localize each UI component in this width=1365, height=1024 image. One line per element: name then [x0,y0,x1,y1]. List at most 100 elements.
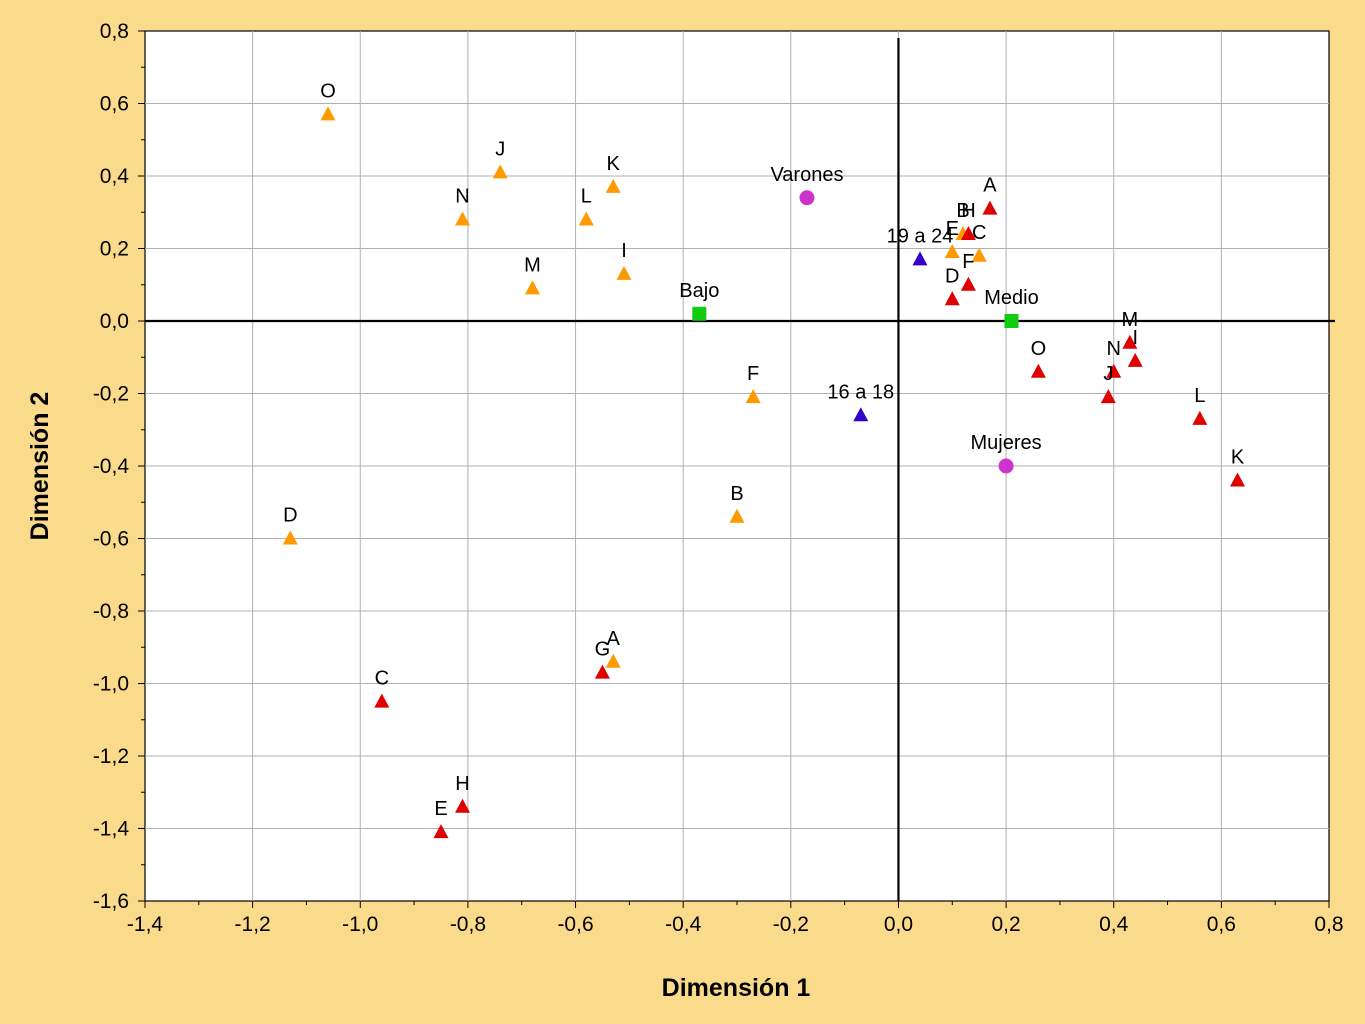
point-label: C [375,668,389,690]
triangle-point [1192,410,1208,425]
x-tick-label: -0,2 [773,913,809,936]
point-label: D [945,265,959,287]
point-label: J [1103,363,1113,385]
triangle-point [455,798,471,813]
circle-point [998,458,1014,474]
square-point [692,306,707,321]
x-tick-label: -1,2 [235,913,271,936]
point-label: N [455,186,469,208]
triangle-point [1122,334,1138,349]
triangle-point [944,291,960,306]
point-label: D [283,505,297,527]
point-label: C [972,222,986,244]
triangle-point [374,693,390,708]
point-label: K [607,153,621,175]
y-tick-label: -0,6 [93,528,129,551]
triangle-point [282,530,298,545]
triangle-point [971,247,987,262]
circle-point [799,190,815,206]
y-tick-label: 0,2 [100,238,129,261]
x-tick-label: 0,2 [991,913,1020,936]
point-label: E [434,798,447,820]
point-label: O [320,80,336,102]
reference-lines [145,38,1335,901]
point-label: O [1031,338,1047,360]
triangle-point [853,407,869,422]
point-label: F [962,251,974,273]
point-label: Mujeres [971,432,1042,454]
x-tick-label: -1,4 [127,913,164,936]
point-label: N [1107,338,1121,360]
x-tick-label: 0,4 [1099,913,1129,936]
triangle-point [1127,352,1143,367]
triangle-point [729,508,745,523]
x-tick-label: 0,0 [884,913,913,936]
x-axis-title: Dimensión 1 [662,974,811,1002]
point-label: K [1231,447,1245,469]
point-label: A [983,175,997,197]
triangle-point [605,653,621,668]
y-tick-label: -0,4 [93,455,130,478]
point-label: B [730,483,743,505]
point-label: Varones [770,164,843,186]
x-tick-label: -0,4 [665,913,702,936]
point-label: E [946,218,959,240]
axis-ticks: -1,4 -1,2 -1,0 -0,8 -0,6 -0,4 -0,2 0,0 0,2 0,4 0,6… [93,20,1344,936]
y-tick-label: 0,4 [100,165,130,188]
y-tick-label: -1,0 [93,673,129,696]
triangle-point [594,664,610,679]
triangle-point [960,276,976,291]
point-label: I [1132,327,1138,349]
y-tick-label: -0,2 [93,383,129,406]
x-tick-label: -0,6 [557,913,593,936]
y-tick-label: -0,8 [93,600,129,623]
triangle-point [1106,363,1122,378]
triangle-point [524,280,540,295]
triangle-point [982,200,998,215]
x-tick-label: 0,8 [1314,913,1343,936]
point-label: J [495,138,505,160]
point-label: G [595,639,611,661]
triangle-point [605,178,621,193]
triangle-point [1230,472,1246,487]
triangle-point [492,164,508,179]
point-label: 19 a 24 [887,225,954,247]
triangle-point [1100,389,1116,404]
triangle-point [433,824,449,839]
triangle-point [320,106,336,121]
point-label: A [607,628,621,650]
triangle-point [960,226,976,240]
y-axis-title: Dimensión 2 [26,392,54,541]
triangle-point [455,211,471,226]
y-tick-label: -1,2 [93,745,129,768]
y-tick-label: 0,8 [100,20,129,43]
point-label: Medio [984,287,1038,309]
triangle-point [616,265,632,280]
y-tick-label: -1,6 [93,890,129,913]
triangle-point [944,244,960,259]
x-tick-label: -0,8 [450,913,486,936]
point-label: L [1194,385,1205,407]
point-label: I [621,240,627,262]
x-tick-label: -1,0 [342,913,378,936]
square-point [1004,314,1019,328]
point-label: L [581,186,592,208]
triangle-point [578,211,594,226]
point-label: M [524,254,541,276]
triangle-point [912,251,928,266]
y-tick-label: 0,0 [100,310,129,333]
point-label: M [1122,309,1139,331]
point-label: F [747,363,759,385]
point-label: 16 a 18 [827,381,894,403]
point-label: B [956,200,969,222]
triangle-point [1030,363,1046,378]
y-tick-label: 0,6 [100,93,129,116]
point-label: Bajo [679,280,719,302]
y-tick-label: -1,4 [93,818,130,841]
point-label: H [455,773,469,795]
x-tick-label: 0,6 [1207,913,1236,936]
point-label: H [961,200,975,222]
triangle-point [745,389,761,404]
